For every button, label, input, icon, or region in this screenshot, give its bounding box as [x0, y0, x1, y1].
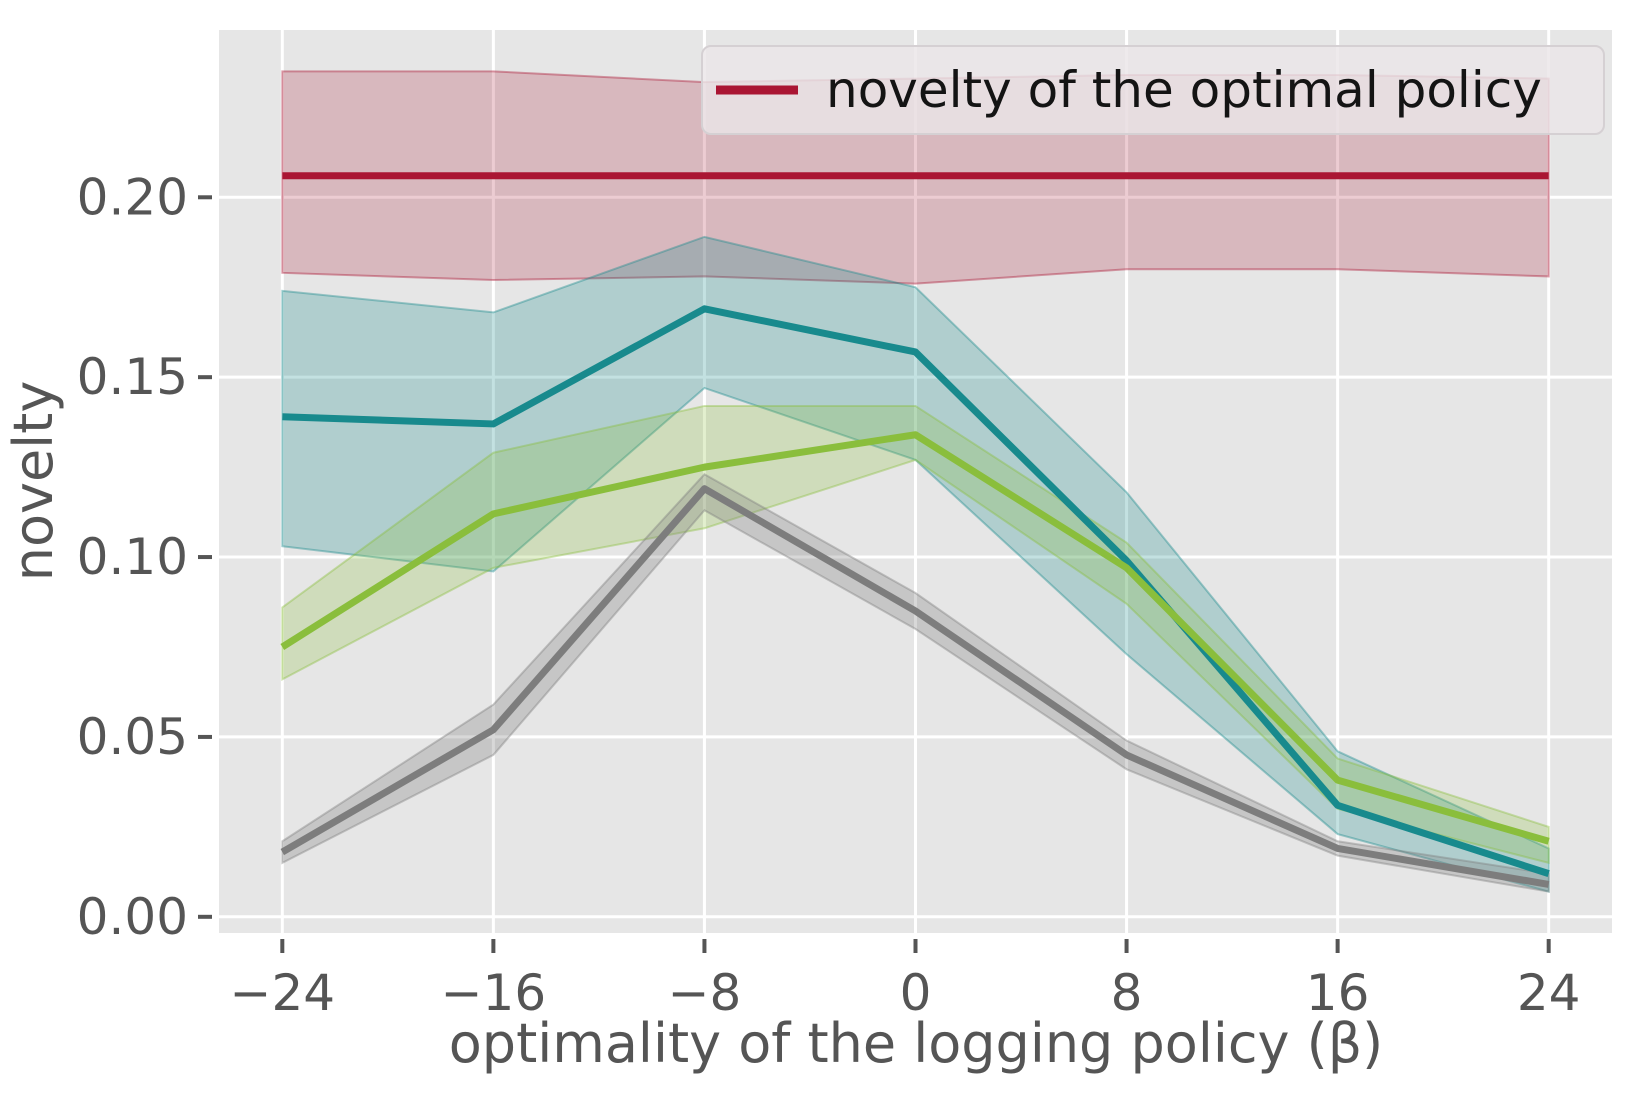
- y-tick-label: 0.20: [77, 168, 188, 226]
- y-tick-labels: 0.00 0.05 0.10 0.15 0.20: [77, 168, 188, 946]
- y-tick-label: 0.00: [77, 888, 188, 946]
- data-lines: [280, 172, 1550, 888]
- confidence-band: [281, 235, 1550, 893]
- x-axis-label: optimality of the logging policy (β): [449, 1012, 1383, 1075]
- confidence-band: [281, 404, 1550, 865]
- y-axis-label: novelty: [2, 381, 65, 582]
- y-tick-label: 0.05: [77, 708, 188, 766]
- axis-ticks: [198, 195, 1551, 953]
- legend-label: novelty of the optimal policy: [826, 61, 1542, 119]
- legend: novelty of the optimal policy: [701, 45, 1605, 135]
- y-tick-label: 0.15: [77, 348, 188, 406]
- series-line: [280, 485, 1550, 888]
- x-tick-label: −8: [668, 964, 742, 1022]
- x-tick-label: 16: [1306, 964, 1370, 1022]
- x-tick-label: 24: [1517, 964, 1581, 1022]
- x-tick-label: −16: [441, 964, 547, 1022]
- y-tick-label: 0.10: [77, 528, 188, 586]
- series-line: [282, 305, 1550, 877]
- legend-box: [701, 45, 1605, 135]
- x-tick-labels: −24 −16 −8 0 8 16 24: [230, 964, 1581, 1022]
- x-tick-label: 8: [1111, 964, 1143, 1022]
- x-tick-label: 0: [900, 964, 932, 1022]
- x-tick-label: −24: [230, 964, 336, 1022]
- series-line: [280, 431, 1550, 845]
